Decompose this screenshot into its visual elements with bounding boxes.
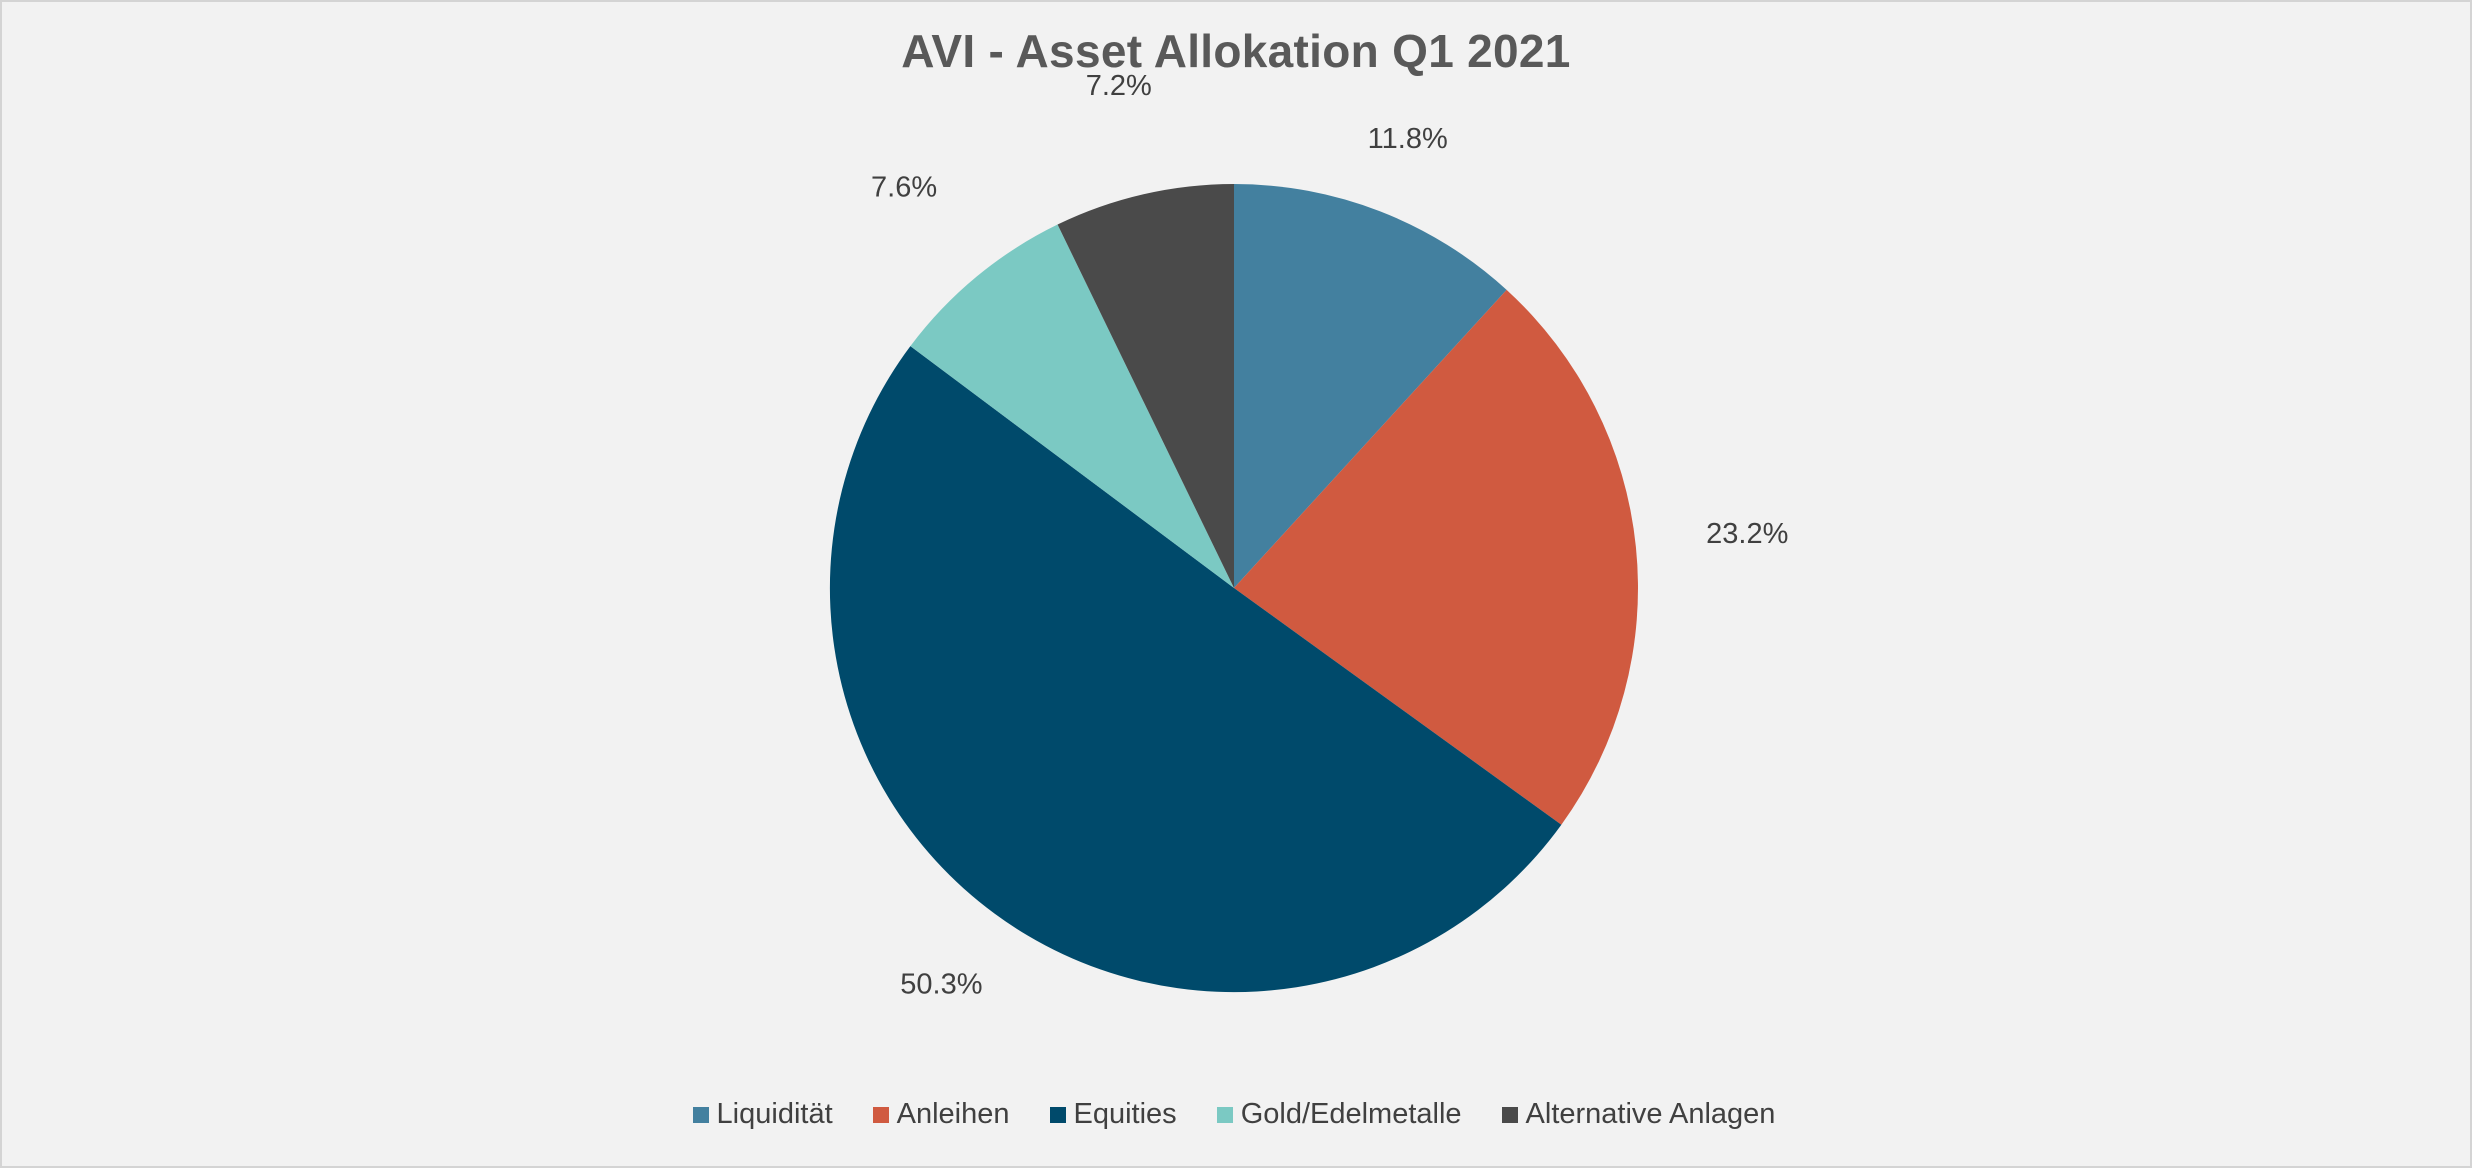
legend-swatch xyxy=(1049,1106,1066,1123)
legend-swatch xyxy=(692,1106,709,1123)
pie-slices xyxy=(829,184,1638,993)
legend-item: Gold/Edelmetalle xyxy=(1216,1098,1462,1131)
data-label-5: 7.2% xyxy=(1086,70,1152,102)
legend-item: Alternative Anlagen xyxy=(1501,1098,1776,1131)
legend-label: Liquidität xyxy=(716,1098,833,1130)
pie-data-labels: 11.8% 23.2% 50.3% 7.6% 7.2% xyxy=(871,70,1788,1001)
data-label-4: 7.6% xyxy=(871,171,937,203)
data-label-3: 50.3% xyxy=(900,969,982,1001)
pie-slice-3 xyxy=(829,346,1562,993)
pie-slice-4 xyxy=(910,224,1234,588)
chart-title: AVI - Asset Allokation Q1 2021 xyxy=(901,25,1571,77)
chart-legend: Liquidität Anleihen Equities Gold/Edelmetal… xyxy=(0,1098,2468,1131)
pie-slice-5 xyxy=(1057,184,1234,588)
legend-label: Gold/Edelmetalle xyxy=(1240,1098,1462,1130)
data-label-2: 23.2% xyxy=(1706,518,1788,550)
legend-item: Anleihen xyxy=(872,1098,1010,1131)
legend-swatch xyxy=(872,1106,889,1123)
legend-item: Equities xyxy=(1049,1098,1177,1131)
legend-label: Alternative Anlagen xyxy=(1525,1098,1776,1130)
pie-slice-1 xyxy=(1234,184,1507,588)
legend-label: Equities xyxy=(1073,1098,1177,1130)
legend-item: Liquidität xyxy=(692,1098,833,1131)
legend-swatch xyxy=(1216,1106,1233,1123)
pie-slice-2 xyxy=(1234,289,1638,825)
legend-swatch xyxy=(1501,1106,1518,1123)
legend-label: Anleihen xyxy=(896,1098,1010,1130)
data-label-1: 11.8% xyxy=(1368,123,1448,155)
